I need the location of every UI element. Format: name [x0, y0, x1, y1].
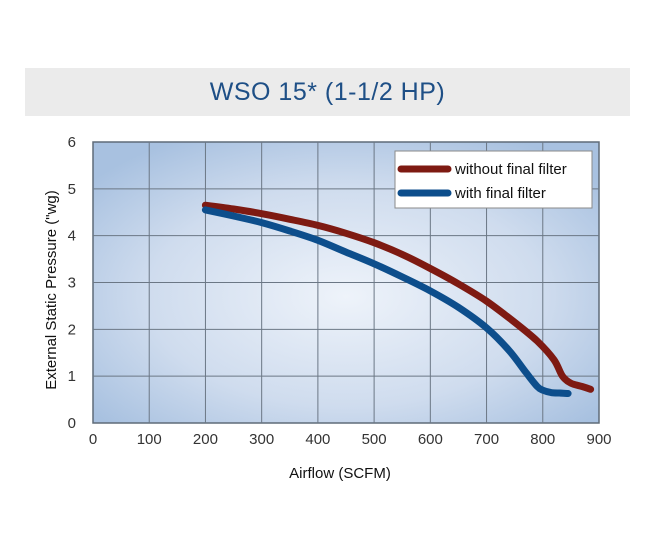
- x-tick-label: 0: [89, 431, 97, 448]
- series-line-1: [201, 206, 572, 397]
- legend-box: [394, 150, 593, 209]
- y-tick-label: 6: [68, 134, 76, 151]
- x-tick-label: 400: [305, 431, 330, 448]
- legend-label-without-final-filter: without final filter: [454, 161, 567, 178]
- x-tick-label: 200: [193, 431, 218, 448]
- chart-title: WSO 15* (1-1/2 HP): [209, 78, 446, 106]
- legend: without final filter with final filter: [394, 150, 593, 209]
- x-tick-label: 600: [418, 431, 443, 448]
- y-tick-label: 3: [68, 275, 76, 292]
- x-tick-label: 800: [530, 431, 555, 448]
- y-tick-label: 0: [68, 415, 76, 432]
- series-line-0: [201, 201, 595, 393]
- y-tick-label: 2: [68, 321, 76, 338]
- title-banner: WSO 15* (1-1/2 HP): [25, 68, 630, 116]
- x-tick-label: 500: [362, 431, 387, 448]
- y-tick-label: 1: [68, 368, 76, 385]
- tick-labels: 0 100 200 300 400 500 600 700 800 900 0 1 2 3 4 5 6: [68, 134, 612, 448]
- x-tick-label: 300: [249, 431, 274, 448]
- y-tick-label: 5: [68, 181, 76, 198]
- x-tick-label: 900: [586, 431, 611, 448]
- x-tick-label: 100: [137, 431, 162, 448]
- series-lines: [201, 201, 595, 397]
- x-axis-label: Airflow (SCFM): [289, 465, 391, 482]
- y-axis-label: External Static Pressure ("wg): [43, 190, 60, 390]
- legend-label-with-final-filter: with final filter: [454, 185, 546, 202]
- x-tick-label: 700: [474, 431, 499, 448]
- y-tick-label: 4: [68, 228, 76, 245]
